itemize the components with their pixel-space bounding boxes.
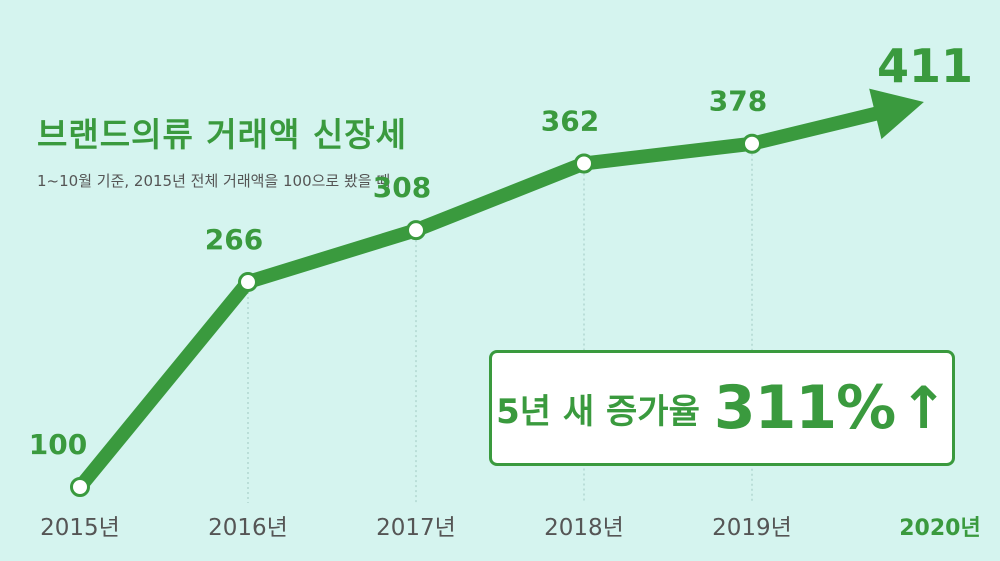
x-tick-labels: 2015년 2016년 2017년 2018년 2019년 2020년 <box>40 515 981 541</box>
data-labels: 100 266 308 362 378 411 <box>29 39 973 461</box>
up-arrow-icon: ↑ <box>899 374 948 442</box>
chart-title: 브랜드의류 거래액 신장세 <box>37 115 407 154</box>
series-line <box>73 88 924 494</box>
series-line-path <box>73 106 883 494</box>
x-tick-label: 2017년 <box>376 515 456 541</box>
x-tick-label: 2019년 <box>712 515 792 541</box>
data-label: 362 <box>541 105 599 138</box>
data-point <box>406 220 426 241</box>
data-label: 378 <box>709 85 767 118</box>
data-point <box>238 272 258 293</box>
data-points <box>70 133 762 497</box>
data-point <box>742 133 762 154</box>
x-tick-label: 2018년 <box>544 515 624 541</box>
x-tick-label: 2020년 <box>899 516 980 541</box>
callout-value: 311% <box>713 373 896 443</box>
data-label: 100 <box>29 428 87 461</box>
chart-subtitle: 1~10월 기준, 2015년 전체 거래액을 100으로 봤을 때 <box>37 172 391 190</box>
data-label: 308 <box>373 171 431 204</box>
data-label: 266 <box>205 223 263 256</box>
callout-prefix: 5년 새 증가율 <box>496 391 700 432</box>
x-tick-label: 2016년 <box>208 515 288 541</box>
data-point <box>70 477 90 497</box>
series-arrowhead <box>869 88 924 140</box>
x-tick-label: 2015년 <box>40 515 120 541</box>
data-label: 411 <box>877 39 973 93</box>
data-point <box>574 153 594 174</box>
growth-callout-box: 5년 새 증가율 311% ↑ <box>489 350 955 466</box>
grid-lines <box>247 143 753 503</box>
